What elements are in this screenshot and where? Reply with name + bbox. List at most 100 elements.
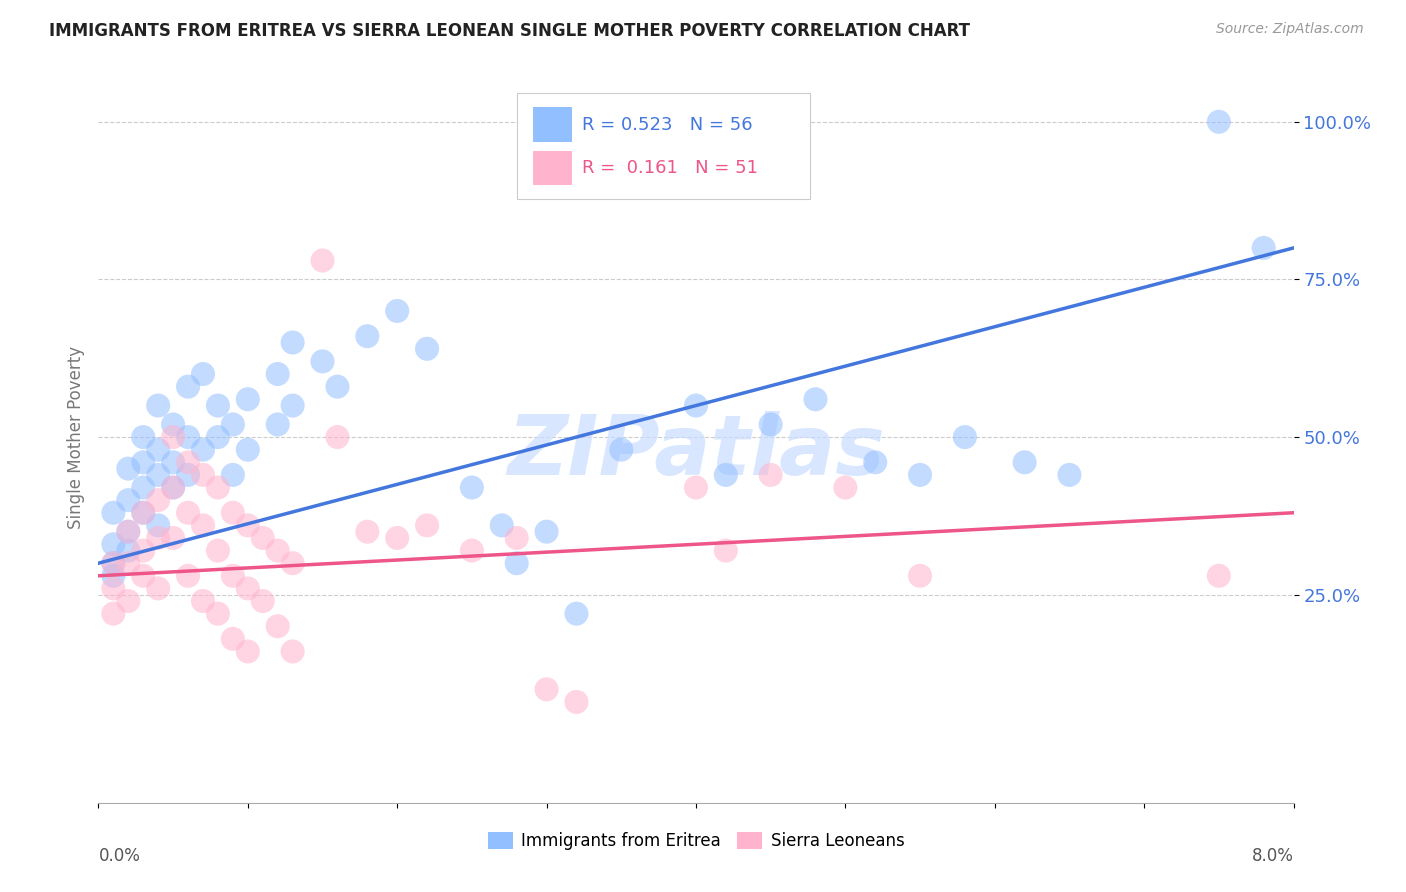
- Point: [162, 481, 184, 495]
- Text: 8.0%: 8.0%: [1251, 847, 1294, 864]
- Text: ZIPatlas: ZIPatlas: [508, 411, 884, 492]
- Point: [236, 518, 259, 533]
- Point: [536, 524, 558, 539]
- Point: [610, 442, 633, 457]
- Point: [132, 455, 155, 469]
- Point: [222, 632, 245, 646]
- Point: [207, 607, 229, 621]
- Point: [207, 399, 229, 413]
- Point: [506, 556, 529, 570]
- Point: [191, 594, 214, 608]
- Point: [908, 569, 931, 583]
- Point: [132, 481, 155, 495]
- Point: [177, 569, 200, 583]
- Point: [267, 543, 290, 558]
- Point: [714, 467, 737, 482]
- Point: [236, 582, 259, 596]
- Point: [326, 430, 349, 444]
- Point: [759, 467, 782, 482]
- Point: [236, 392, 259, 407]
- Point: [148, 582, 170, 596]
- Point: [267, 367, 290, 381]
- Point: [865, 455, 887, 469]
- Point: [191, 467, 214, 482]
- Point: [506, 531, 529, 545]
- Point: [281, 399, 304, 413]
- Text: R =  0.161   N = 51: R = 0.161 N = 51: [582, 159, 758, 177]
- Point: [1208, 115, 1230, 129]
- Point: [191, 442, 214, 457]
- Point: [207, 543, 229, 558]
- Text: 0.0%: 0.0%: [98, 847, 141, 864]
- Point: [132, 569, 155, 583]
- Point: [207, 430, 229, 444]
- Point: [685, 399, 707, 413]
- Point: [162, 481, 184, 495]
- Point: [162, 531, 184, 545]
- Point: [191, 518, 214, 533]
- Point: [252, 594, 274, 608]
- Point: [132, 506, 155, 520]
- Text: IMMIGRANTS FROM ERITREA VS SIERRA LEONEAN SINGLE MOTHER POVERTY CORRELATION CHAR: IMMIGRANTS FROM ERITREA VS SIERRA LEONEA…: [49, 22, 970, 40]
- Point: [132, 430, 155, 444]
- Point: [267, 417, 290, 432]
- Point: [103, 556, 125, 570]
- Point: [222, 569, 245, 583]
- Point: [103, 607, 125, 621]
- Point: [162, 455, 184, 469]
- Point: [356, 329, 378, 343]
- Y-axis label: Single Mother Poverty: Single Mother Poverty: [66, 345, 84, 529]
- Point: [207, 481, 229, 495]
- Point: [177, 506, 200, 520]
- Point: [565, 607, 588, 621]
- Point: [252, 531, 274, 545]
- Point: [267, 619, 290, 633]
- Point: [103, 582, 125, 596]
- Point: [132, 506, 155, 520]
- Point: [117, 461, 139, 475]
- Point: [132, 543, 155, 558]
- Point: [222, 506, 245, 520]
- Legend: Immigrants from Eritrea, Sierra Leoneans: Immigrants from Eritrea, Sierra Leoneans: [481, 825, 911, 856]
- Point: [491, 518, 513, 533]
- Point: [1014, 455, 1036, 469]
- Text: R = 0.523   N = 56: R = 0.523 N = 56: [582, 116, 754, 134]
- Point: [281, 644, 304, 658]
- Point: [908, 467, 931, 482]
- Point: [103, 506, 125, 520]
- Point: [385, 304, 409, 318]
- Point: [759, 417, 782, 432]
- Point: [281, 556, 304, 570]
- Point: [117, 524, 139, 539]
- Point: [1208, 569, 1230, 583]
- Point: [117, 524, 139, 539]
- Point: [148, 399, 170, 413]
- Point: [222, 467, 245, 482]
- Point: [804, 392, 827, 407]
- Point: [311, 354, 333, 368]
- Point: [1059, 467, 1081, 482]
- Text: Source: ZipAtlas.com: Source: ZipAtlas.com: [1216, 22, 1364, 37]
- Point: [461, 543, 484, 558]
- Point: [148, 531, 170, 545]
- Point: [461, 481, 484, 495]
- FancyBboxPatch shape: [517, 94, 810, 200]
- Point: [236, 442, 259, 457]
- Point: [117, 556, 139, 570]
- Point: [281, 335, 304, 350]
- Point: [177, 430, 200, 444]
- Point: [148, 442, 170, 457]
- Point: [416, 342, 439, 356]
- Point: [148, 467, 170, 482]
- Point: [148, 493, 170, 508]
- Point: [536, 682, 558, 697]
- Point: [685, 481, 707, 495]
- Point: [177, 379, 200, 393]
- Point: [311, 253, 333, 268]
- FancyBboxPatch shape: [533, 107, 572, 142]
- Point: [177, 467, 200, 482]
- Point: [1253, 241, 1275, 255]
- Point: [162, 430, 184, 444]
- Point: [103, 537, 125, 551]
- Point: [236, 644, 259, 658]
